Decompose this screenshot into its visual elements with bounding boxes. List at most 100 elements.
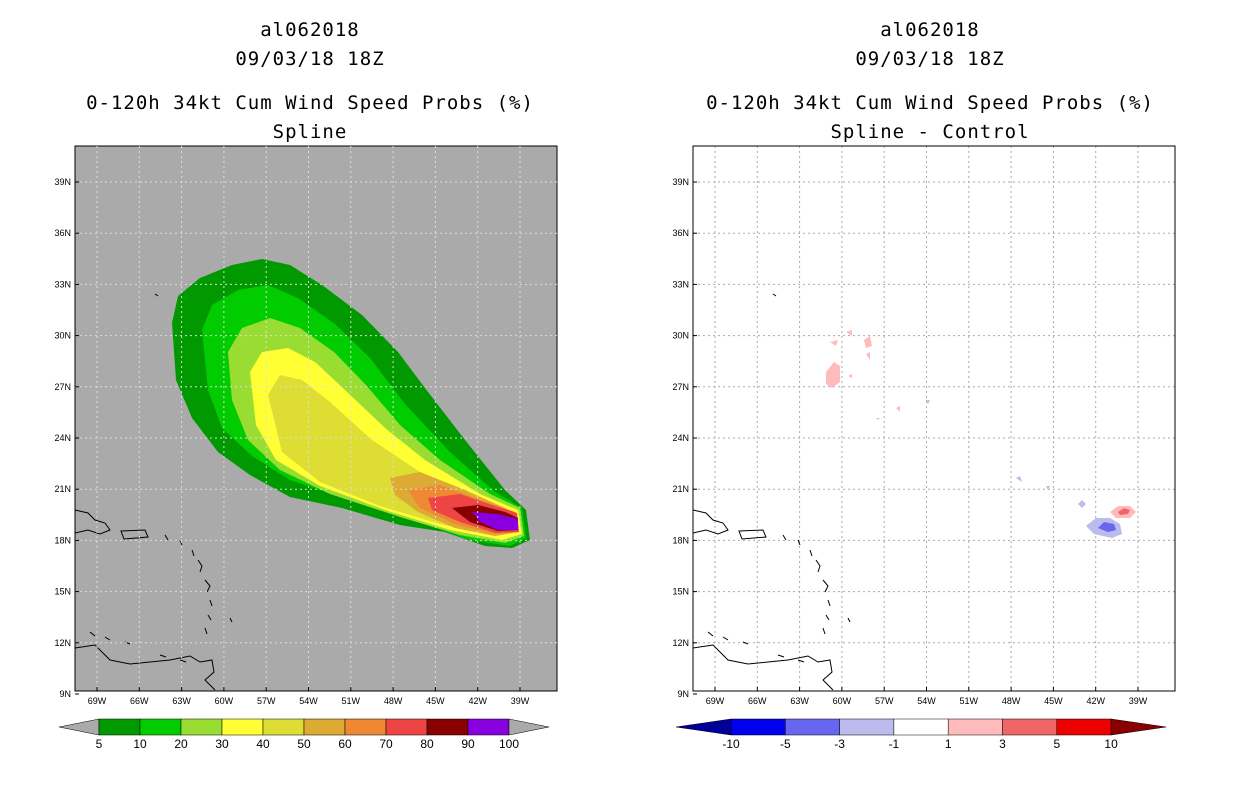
coast-venezuela [75,644,216,691]
lon-label: 39W [511,696,530,706]
diff-pos-core [1118,508,1130,515]
colorbar-label: 3 [999,737,1006,751]
left-coastlines [75,293,233,691]
lon-label: 48W [384,696,403,706]
colorbar-label: 5 [96,737,103,751]
colorbar-box [385,718,428,736]
lon-label: 63W [790,696,809,706]
lat-label: 30N [672,331,689,341]
lat-label: 30N [54,331,71,341]
right-lat-labels: 39N 36N 33N 30N 27N 24N 21N 18N 15N 12N 9N [672,177,697,699]
left-subtitle: Spline [272,121,348,143]
colorbar-low-arrow [675,718,732,736]
colorbar-label: -10 [722,737,740,751]
lon-label: 54W [299,696,318,706]
right-datetime: 09/03/18 18Z [855,48,1005,70]
lon-label: 51W [342,696,361,706]
coast-bermuda [154,293,159,297]
coast-hispaniola [75,509,111,535]
coast-puerto-rico [738,529,767,540]
right-map-frame [692,145,1176,692]
colorbar-label: -3 [834,737,845,751]
colorbar-box [139,718,182,736]
lat-label: 18N [672,535,689,545]
lat-label: 27N [672,382,689,392]
colorbar-box [98,718,141,736]
left-lon-labels: 69W 66W 63W 60W 57W 54W 51W 48W 45W 42W 39W [88,687,530,706]
lat-label: 21N [672,484,689,494]
left-product-title: 0-120h 34kt Cum Wind Speed Probs (%) [86,92,534,114]
lon-label: 45W [426,696,445,706]
lon-label: 66W [748,696,767,706]
coast-islands [89,631,187,663]
diff-pos-blob-4 [864,336,872,348]
colorbar-label: -1 [889,737,900,751]
diff-pos-blob-1 [826,362,840,388]
lat-label: 12N [672,638,689,648]
lat-label: 24N [672,433,689,443]
right-colorbar: -10 -5 -3 -1 1 3 5 10 [675,718,1167,751]
colorbar-high-arrow [508,718,550,736]
lat-label: 15N [672,587,689,597]
left-gridlines [75,146,557,691]
colorbar-label: 40 [256,737,270,751]
lon-label: 57W [257,696,276,706]
diff-neg-core [1098,522,1116,532]
left-colorbar: 5 10 20 30 40 50 60 70 80 90 100 [58,718,550,751]
coast-lesser-antilles [782,534,851,635]
lon-label: 69W [88,696,107,706]
colorbar-box [893,718,949,736]
diff-pos-blob-3 [846,330,852,336]
coast-venezuela [693,644,834,691]
lat-label: 33N [54,279,71,289]
colorbar-low-arrow [58,718,100,736]
colorbar-box [221,718,264,736]
right-difference-contours [826,330,1136,538]
colorbar-box [1002,718,1058,736]
colorbar-label: 20 [174,737,188,751]
lon-label: 69W [706,696,725,706]
right-subtitle: Spline - Control [830,121,1030,143]
right-coastlines [693,293,851,691]
lon-label: 57W [875,696,894,706]
diff-pos-blob-8 [876,418,880,420]
colorbar-box [467,718,510,736]
coast-hispaniola [693,509,729,535]
right-gridlines [693,146,1175,691]
lat-label: 33N [672,279,689,289]
lon-label: 54W [917,696,936,706]
lon-label: 39W [1129,696,1148,706]
contour-90-100 [472,512,518,530]
diff-neg-blob-2 [1016,476,1022,482]
right-storm-id: al062018 [880,19,980,41]
diff-neg-blob-3 [1046,486,1050,490]
coast-bermuda [772,293,777,297]
left-lat-labels: 39N 36N 33N 30N 27N 24N 21N 18N 15N 12N 9N [54,177,79,699]
colorbar-box [344,718,387,736]
left-map-frame [74,145,558,692]
lat-label: 18N [54,535,71,545]
colorbar-box [426,718,469,736]
colorbar-label: 10 [133,737,147,751]
right-lon-labels: 69W 66W 63W 60W 57W 54W 51W 48W 45W 42W 39W [706,687,1148,706]
colorbar-label: 100 [499,737,519,751]
diff-neg-blob-1 [926,400,930,404]
lat-label: 39N [54,177,71,187]
lat-label: 9N [677,689,689,699]
lat-label: 15N [54,587,71,597]
lat-label: 12N [54,638,71,648]
left-probability-contours [172,259,530,548]
colorbar-label: 90 [461,737,475,751]
diff-pos-blob-6 [848,374,852,378]
colorbar-label: 30 [215,737,229,751]
lat-label: 24N [54,433,71,443]
colorbar-label: 1 [945,737,952,751]
coast-puerto-rico [120,529,149,540]
lat-label: 27N [54,382,71,392]
colorbar-box [947,718,1003,736]
diff-neg-blob-4 [1078,500,1086,508]
colorbar-label: 60 [338,737,352,751]
lon-label: 60W [833,696,852,706]
